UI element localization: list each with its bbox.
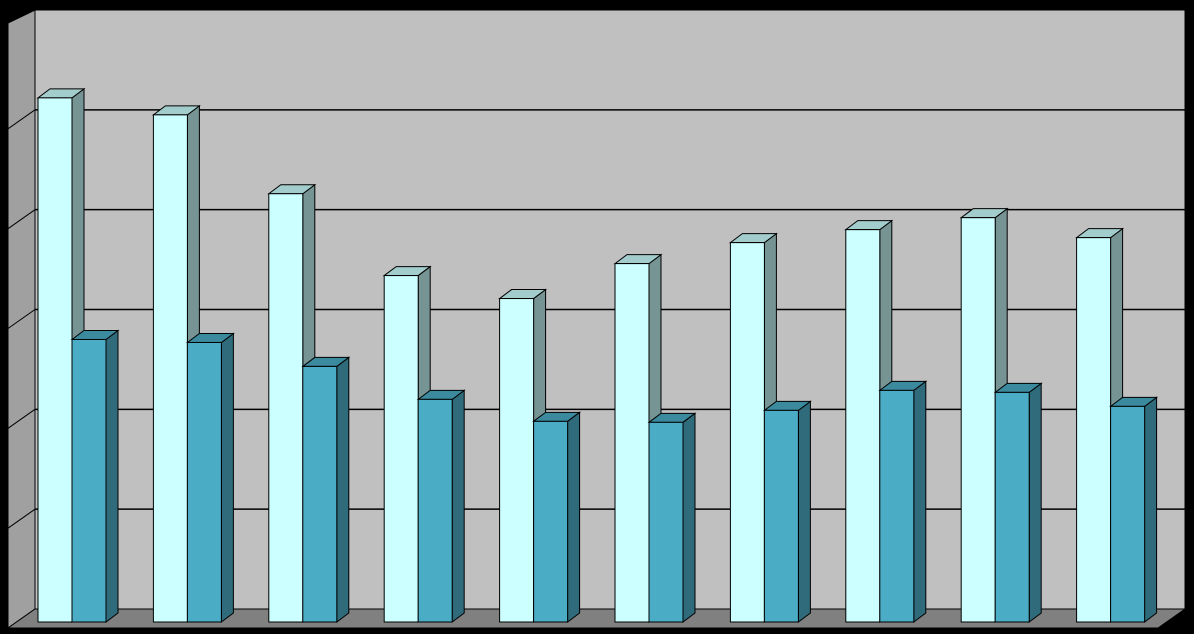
bar-front [879,389,915,623]
bar [878,380,928,623]
bar-front [37,97,73,623]
bar [647,412,697,623]
bar-front [186,341,222,623]
bar-front [648,421,684,623]
bar [185,332,235,623]
bar [762,400,812,623]
bar-side [797,400,811,623]
bar-side [105,329,119,623]
bar-front [417,398,453,623]
bar-side [1028,382,1042,623]
bar-side [567,411,581,623]
bar-front [1076,237,1112,623]
grid-line-side [7,408,36,429]
bar [1109,396,1159,623]
bar-side [336,356,350,623]
grid-line-side [7,309,36,329]
bar-front [614,263,650,623]
bar-front [533,420,569,623]
bar-side [682,412,696,623]
bar [993,382,1043,623]
bar-front [152,114,188,623]
grid-line-side [7,109,36,130]
bar-front [994,391,1030,623]
bar-front [845,229,881,623]
bar-side [1144,396,1158,623]
bar [301,356,351,623]
bar-front [302,365,338,623]
grid-line-side [7,508,36,529]
bar-side [451,389,465,623]
bar-front [729,242,765,623]
bar [416,389,466,623]
bar-front [499,298,535,623]
bar-front [383,275,419,623]
bar-front [268,193,304,623]
bar-side [220,332,234,623]
bar-front [960,217,996,623]
bar [613,253,663,623]
bar-front [763,409,799,623]
bar-front [71,338,107,623]
bar-side [913,380,927,623]
bar [532,411,582,623]
bar [70,329,120,623]
bar-front [1110,405,1146,623]
grid-line-side [7,209,36,230]
